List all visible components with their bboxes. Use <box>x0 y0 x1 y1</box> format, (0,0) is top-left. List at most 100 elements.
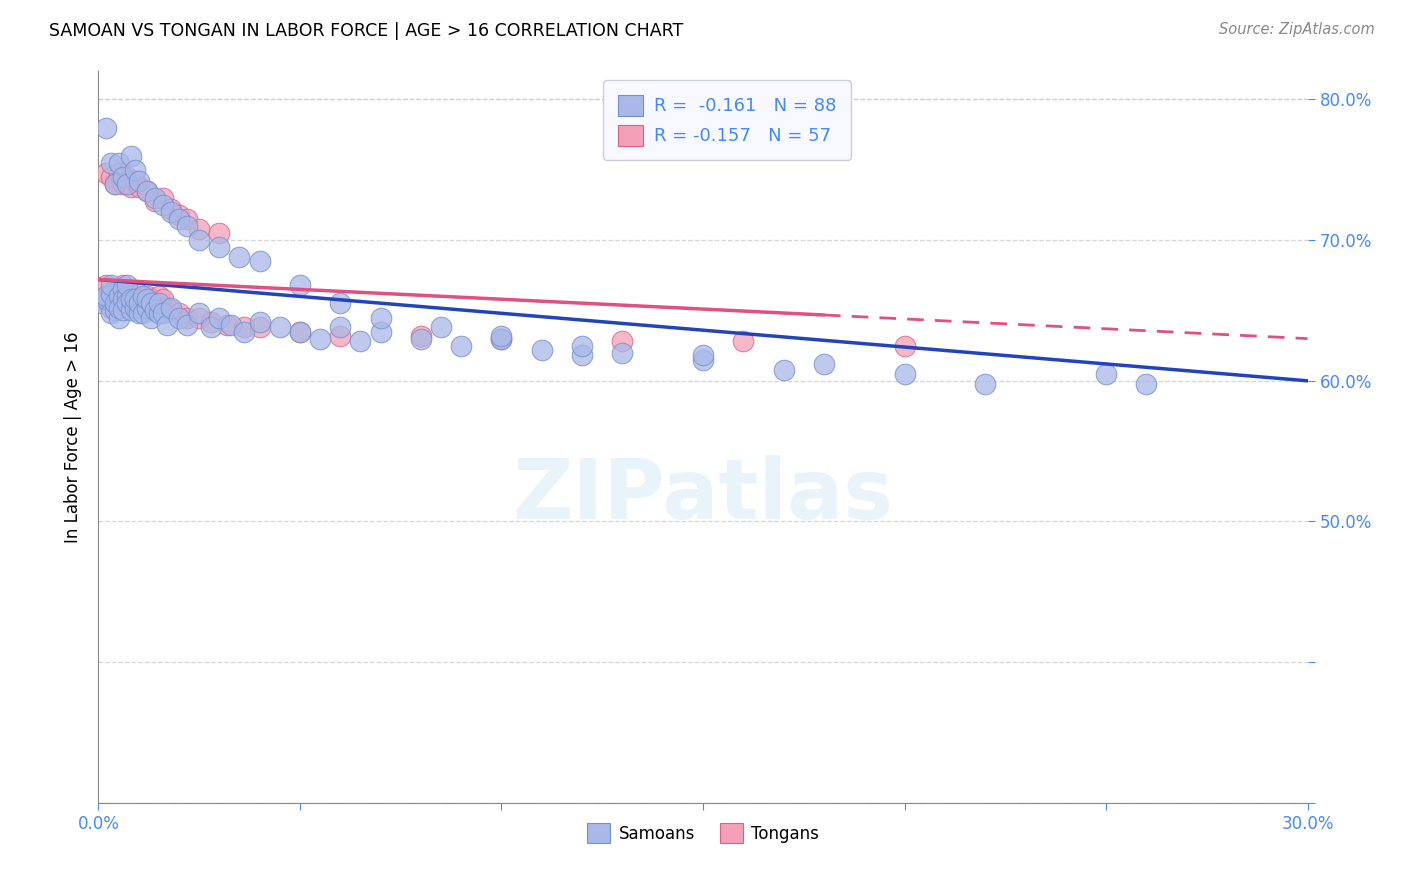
Point <box>111 303 134 318</box>
Point <box>188 222 211 236</box>
Point <box>329 328 352 343</box>
Point <box>772 362 794 376</box>
Point <box>132 296 155 310</box>
Point <box>208 310 231 325</box>
Point <box>188 306 211 320</box>
Point <box>139 296 162 310</box>
Point <box>249 320 271 334</box>
Point <box>143 303 166 318</box>
Point <box>152 292 174 306</box>
Point <box>132 289 155 303</box>
Point <box>91 292 114 306</box>
Point <box>128 296 150 310</box>
Point <box>160 205 183 219</box>
Point <box>124 301 146 315</box>
Point <box>111 169 134 184</box>
Point <box>232 325 254 339</box>
Point <box>176 219 198 233</box>
Point <box>120 292 142 306</box>
Point <box>349 334 371 349</box>
Point <box>160 202 183 217</box>
Point <box>160 303 183 318</box>
Point <box>128 306 150 320</box>
Point <box>111 289 134 303</box>
Point <box>128 174 150 188</box>
Point <box>128 179 150 194</box>
Point <box>124 292 146 306</box>
Point <box>120 149 142 163</box>
Point <box>148 296 170 310</box>
Point <box>1095 367 1118 381</box>
Point <box>409 328 432 343</box>
Point <box>491 332 513 346</box>
Point <box>115 278 138 293</box>
Point <box>571 349 593 363</box>
Point <box>450 339 472 353</box>
Point <box>120 179 142 194</box>
Point <box>103 177 125 191</box>
Point <box>107 155 129 169</box>
Point <box>156 318 179 332</box>
Point <box>111 292 134 306</box>
Point <box>96 292 118 306</box>
Point <box>571 339 593 353</box>
Point <box>107 292 129 306</box>
Point <box>309 332 332 346</box>
Point <box>100 169 122 184</box>
Point <box>103 282 125 296</box>
Point <box>329 320 352 334</box>
Point <box>107 282 129 296</box>
Point <box>115 292 138 306</box>
Y-axis label: In Labor Force | Age > 16: In Labor Force | Age > 16 <box>65 331 83 543</box>
Point <box>107 289 129 303</box>
Point <box>111 177 134 191</box>
Point <box>115 296 138 310</box>
Point <box>269 320 291 334</box>
Point <box>107 166 129 180</box>
Point <box>100 301 122 315</box>
Point <box>100 286 122 301</box>
Point <box>156 301 179 315</box>
Point <box>132 306 155 320</box>
Point <box>167 306 190 320</box>
Point <box>288 325 311 339</box>
Point <box>733 334 755 349</box>
Point <box>100 306 122 320</box>
Point <box>115 282 138 296</box>
Point <box>612 334 634 349</box>
Point <box>430 320 453 334</box>
Point <box>111 282 134 296</box>
Point <box>135 184 157 198</box>
Point <box>96 278 118 293</box>
Point <box>111 278 134 293</box>
Point <box>152 198 174 212</box>
Point <box>692 352 714 367</box>
Point <box>221 318 243 332</box>
Point <box>120 292 142 306</box>
Point <box>288 278 311 293</box>
Point <box>176 212 198 227</box>
Point <box>228 250 250 264</box>
Point <box>128 286 150 301</box>
Point <box>124 174 146 188</box>
Point <box>200 315 222 329</box>
Point <box>96 120 118 135</box>
Point <box>107 301 129 315</box>
Point <box>135 292 157 306</box>
Point <box>200 320 222 334</box>
Point <box>176 318 198 332</box>
Point <box>128 292 150 306</box>
Point <box>115 289 138 303</box>
Point <box>612 345 634 359</box>
Text: ZIPatlas: ZIPatlas <box>513 455 893 536</box>
Point <box>167 212 190 227</box>
Legend: Samoans, Tongans: Samoans, Tongans <box>581 817 825 849</box>
Text: Source: ZipAtlas.com: Source: ZipAtlas.com <box>1219 22 1375 37</box>
Point <box>692 349 714 363</box>
Point <box>135 301 157 315</box>
Point <box>91 296 114 310</box>
Point <box>143 296 166 310</box>
Point <box>135 289 157 303</box>
Point <box>188 233 211 247</box>
Point <box>152 306 174 320</box>
